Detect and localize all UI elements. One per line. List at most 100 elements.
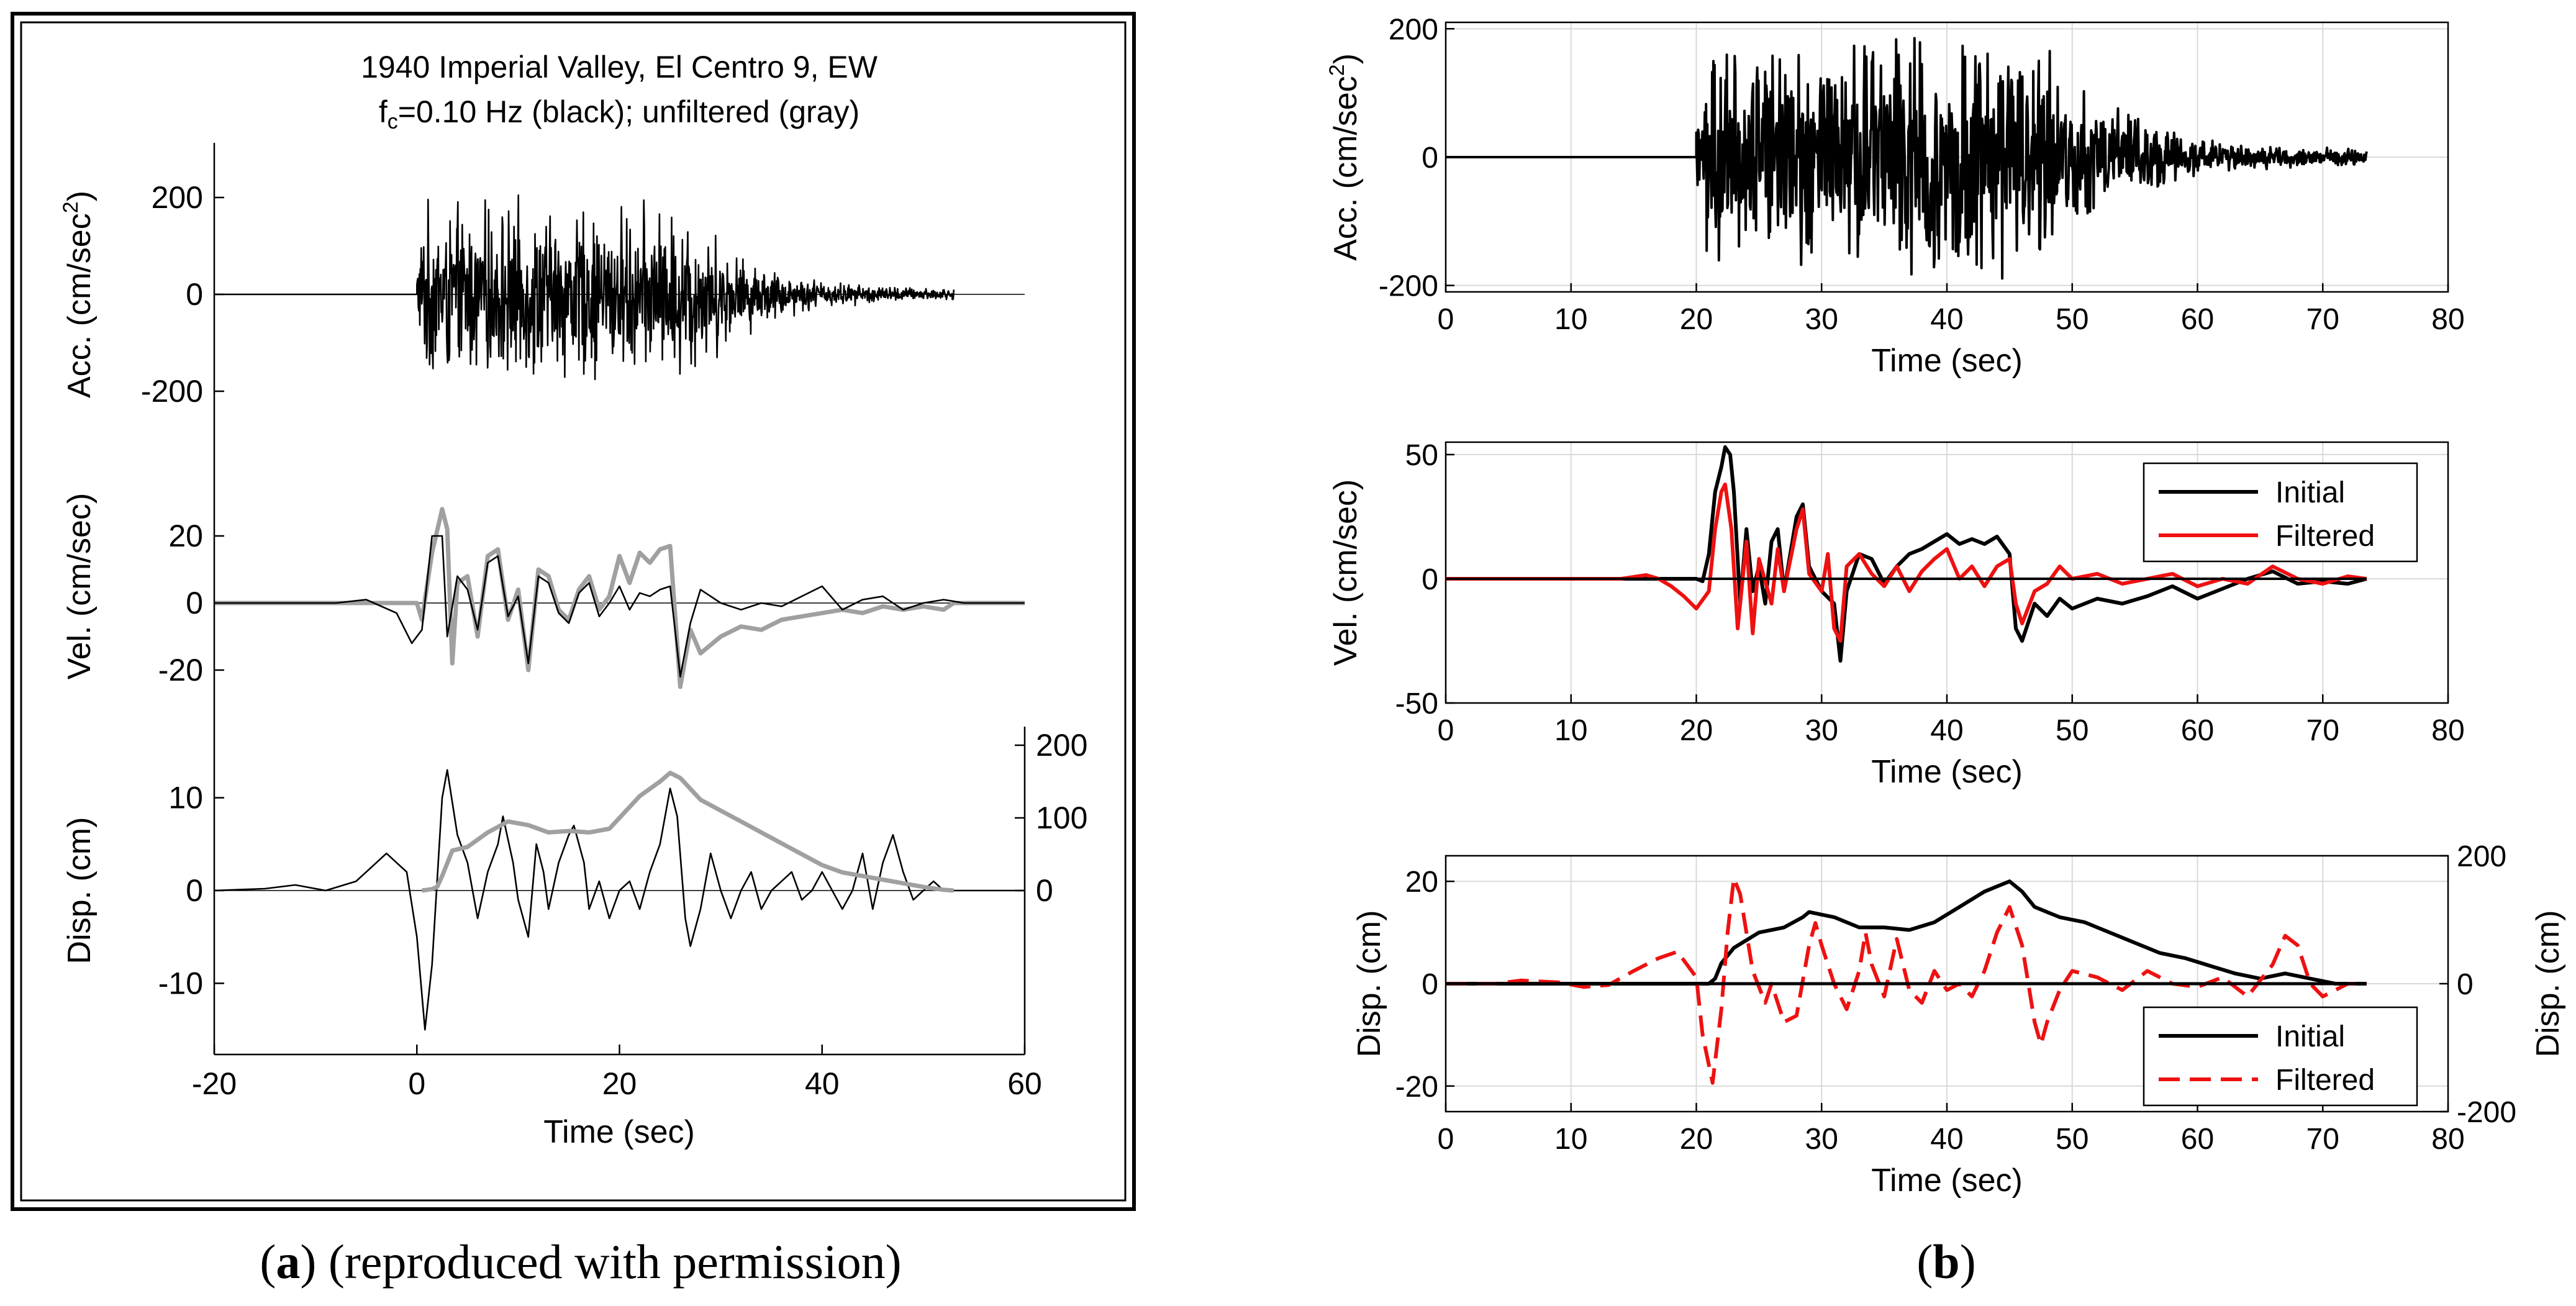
y2label: Disp. (cm) [2530,910,2566,1058]
xlabel: Time (sec) [1871,343,2023,379]
ylabel: Vel. (cm/sec) [61,493,98,680]
legend-label-initial: Initial [2275,476,2345,509]
legend-label-initial: Initial [2275,1020,2345,1053]
ytick-label: -10 [158,966,203,1000]
legend: Initial Filtered [2143,1006,2418,1107]
ytick-label: 200 [152,180,203,215]
legend-box [2143,1006,2418,1107]
xtick-label: 20 [602,1066,637,1101]
caption-open: ( [1916,1235,1933,1289]
y2label-text: Disp. (cm) [2530,910,2566,1058]
xlabel: Time (sec) [1871,1163,2023,1199]
ylabel: Acc. (cm/sec2) [1325,53,1364,261]
panel-a-title: 1940 Imperial Valley, El Centro 9, EW [361,50,878,84]
xtick-label: 60 [1007,1066,1042,1101]
xtick-label: 70 [2306,714,2339,747]
ylabel-sup: 2 [1325,64,1349,76]
xtick-label: -20 [192,1066,237,1101]
xtick-label: 10 [1554,303,1587,336]
xtick-label: 30 [1805,1123,1838,1156]
ytick-label: -50 [1395,687,1438,720]
xtick-label: 0 [1438,714,1454,747]
xtick-label: 30 [1805,303,1838,336]
xtick-label: 50 [2056,714,2088,747]
xtick-label: 30 [1805,714,1838,747]
y2tick-label: 100 [1036,800,1087,835]
panel-a-frame-inner [20,21,1127,1202]
xtick-label: 40 [1930,714,1963,747]
ytick-label: 0 [1422,142,1438,175]
xtick-label: 80 [2431,1123,2464,1156]
ylabel-text: Vel. (cm/sec) [1328,479,1364,666]
xtick-label: 70 [2306,1123,2339,1156]
caption-letter: a [276,1235,300,1289]
panel-a-vel: 20 0 -20 Vel. (cm/sec) [61,493,1025,689]
subtitle-f: f [379,94,388,129]
ylabel-close: ) [1328,53,1364,64]
xtick-label: 80 [2431,714,2464,747]
xtick-label: 60 [2181,714,2214,747]
series-filtered-black [214,194,955,381]
ylabel-main: Acc. (cm/sec [61,213,98,398]
ylabel-text: Disp. (cm) [1351,910,1387,1058]
ytick-label: -20 [1395,1071,1438,1104]
xtick-label: 50 [2056,303,2088,336]
y2tick-label: 0 [1036,873,1053,908]
ytick-label: 0 [186,873,203,908]
xlabel: Time (sec) [1871,754,2023,790]
xtick-label: 20 [1680,714,1713,747]
caption-open: ( [260,1235,276,1289]
panel-a-subtitle: fc=0.10 Hz (black); unfiltered (gray) [379,94,859,134]
ylabel: Vel. (cm/sec) [1328,479,1364,666]
ytick-label: -200 [1379,270,1438,303]
caption-a: (a) (reproduced with permission) [260,1235,901,1289]
xtick-label: 10 [1554,1123,1587,1156]
series-filtered-black [214,769,1025,1031]
xtick-label: 70 [2306,303,2339,336]
xtick-label: 40 [1930,303,1963,336]
ytick-label: 0 [1422,563,1438,596]
xtick-label: 20 [1680,303,1713,336]
y2tick-label: 0 [2457,968,2474,1001]
caption-b: (b) [1916,1235,1975,1289]
legend-box [2143,462,2418,563]
xtick-label: 60 [2181,1123,2214,1156]
ytick-label: 0 [1422,968,1438,1001]
y2tick-label: -200 [2457,1096,2516,1129]
caption-rest: ) [1960,1235,1976,1289]
xtick-label: 0 [1438,1123,1454,1156]
xtick-label: 10 [1554,714,1587,747]
ylabel: Disp. (cm) [61,817,98,964]
series-filtered-black [214,535,1025,678]
legend-label-filtered: Filtered [2275,520,2375,553]
ylabel: Disp. (cm) [1351,910,1387,1058]
ytick-label: 0 [186,277,203,312]
xtick-label: 0 [1438,303,1454,336]
xtick-label: 20 [1680,1123,1713,1156]
caption-letter: b [1933,1235,1959,1289]
panel-a-frame-outer [11,12,1136,1211]
xtick-label: 40 [1930,1123,1963,1156]
y2tick-label: 200 [1036,728,1087,763]
series-unfiltered-gray [214,507,1025,689]
ylabel: Acc. (cm/sec2) [59,191,98,398]
xtick-label: 50 [2056,1123,2088,1156]
series-acc [1446,37,2368,280]
subtitle-rest: =0.10 Hz (black); unfiltered (gray) [398,94,859,129]
legend-label-filtered: Filtered [2275,1064,2375,1097]
ytick-label: 0 [186,586,203,620]
xtick-label: 60 [2181,303,2214,336]
ytick-label: 200 [1389,13,1438,46]
ytick-label: -20 [158,653,203,687]
series-initial [1446,879,2367,986]
panel-a-acc: 200 0 -200 Acc. (cm/sec2) [59,180,1025,409]
subtitle-sub-c: c [388,110,398,134]
ytick-label: -200 [141,374,203,409]
xtick-label: 40 [805,1066,840,1101]
legend: Initial Filtered [2143,462,2418,563]
